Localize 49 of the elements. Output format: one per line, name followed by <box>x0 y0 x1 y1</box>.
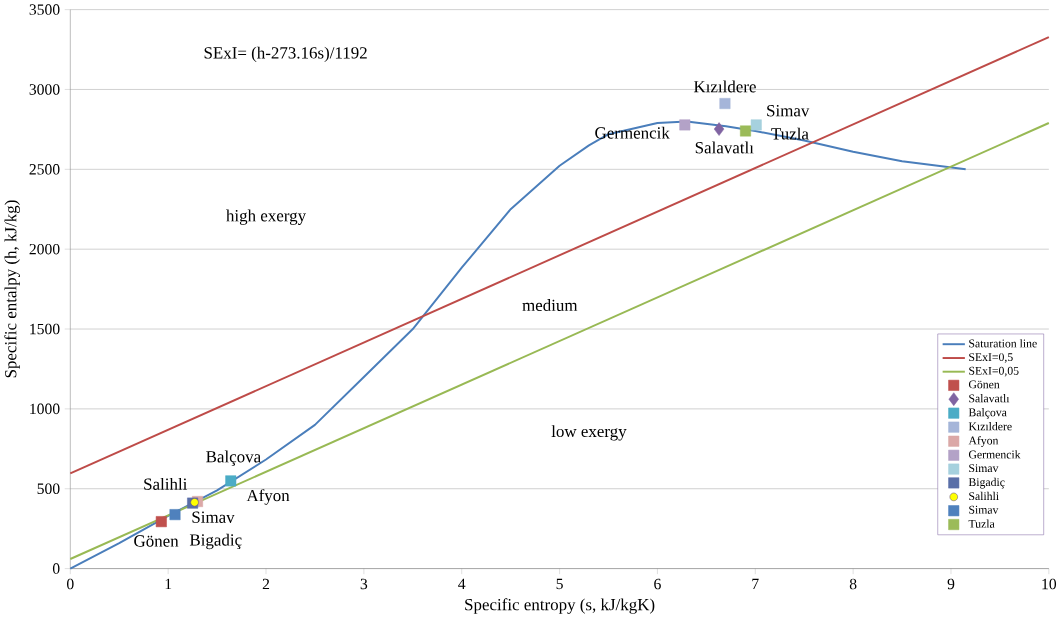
annotation: Bigadiç <box>189 533 242 550</box>
annotation: low exergy <box>551 425 627 441</box>
annotation: Balçova <box>206 450 261 466</box>
y-tick-label: 2500 <box>29 163 60 175</box>
legend-label: Simav <box>969 464 999 473</box>
x-tick-label: 3 <box>360 578 368 590</box>
x-tick-label: 5 <box>556 578 563 590</box>
annotation: Tuzla <box>771 127 809 140</box>
x-axis-title: Specific entropy (s, kJ/kgK) <box>465 598 655 614</box>
annotation: Gönen <box>134 535 179 547</box>
x-tick-label: 4 <box>458 578 466 589</box>
x-tick-label: 8 <box>849 578 857 590</box>
legend-label: Balçova <box>968 408 1007 419</box>
y-tick-label: 3000 <box>29 84 60 95</box>
legend-label: Bigadiç <box>968 477 1005 489</box>
annotation: high exergy <box>226 209 307 225</box>
y-axis-title: Specific entalpy (h, kJ/kg) <box>4 200 20 378</box>
x-tick-label: 2 <box>262 578 270 590</box>
annotation: Simav <box>192 511 235 523</box>
annotation: Salihli <box>144 477 188 490</box>
legend-label: SExI=0,5 <box>969 353 1013 363</box>
annotation: Kızıldere <box>693 80 756 93</box>
legend-label: Salihli <box>969 491 999 501</box>
y-tick-label: 2000 <box>29 243 60 255</box>
legend-label: SExI=0,05 <box>969 366 1019 377</box>
legend-label: Afyon <box>968 436 999 447</box>
y-tick-label: 3500 <box>29 4 60 15</box>
annotation: SExI= (h-273.16s)/1192 <box>204 46 367 62</box>
annotation: Afyon <box>246 489 290 505</box>
annotation: medium <box>522 299 578 311</box>
x-tick-label: 9 <box>947 578 955 590</box>
legend-label: Salavatlı <box>969 394 1010 403</box>
legend-label: Kızıldere <box>968 422 1012 431</box>
annotation: Salavatlı <box>695 141 754 154</box>
x-tick-label: 1 <box>165 578 172 589</box>
y-tick-label: 1000 <box>30 403 60 415</box>
x-tick-label: 7 <box>752 578 759 589</box>
legend-label: Germencik <box>968 450 1021 459</box>
legend-label: Saturation line <box>969 339 1037 348</box>
y-tick-label: 0 <box>52 563 60 574</box>
y-tick-label: 1500 <box>30 323 60 335</box>
legend-label: Simav <box>969 505 999 514</box>
annotation: Simav <box>767 104 810 117</box>
x-tick-label: 0 <box>66 578 74 590</box>
legend-label: Gönen <box>968 380 1000 389</box>
y-tick-label: 500 <box>37 483 60 494</box>
legend-label: Tuzla <box>968 519 995 528</box>
x-tick-label: 6 <box>654 578 661 590</box>
x-tick-label: 10 <box>1042 578 1057 590</box>
